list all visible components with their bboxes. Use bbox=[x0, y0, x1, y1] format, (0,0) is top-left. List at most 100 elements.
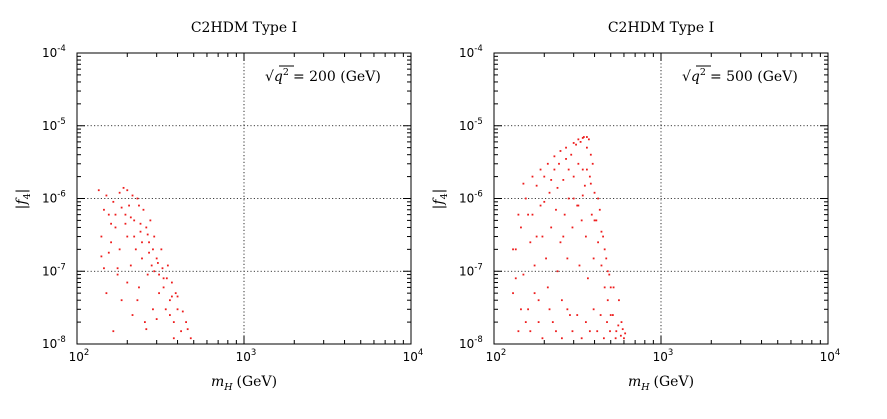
data-point bbox=[185, 321, 187, 323]
data-point bbox=[181, 310, 184, 313]
data-point bbox=[524, 321, 527, 323]
data-point bbox=[148, 241, 150, 244]
data-point bbox=[126, 189, 129, 192]
data-point bbox=[122, 186, 125, 189]
data-point bbox=[156, 262, 159, 264]
data-point bbox=[174, 292, 177, 295]
x-tick-label: 104 bbox=[403, 348, 424, 364]
data-point bbox=[589, 153, 592, 156]
data-point bbox=[555, 330, 557, 333]
data-point bbox=[584, 321, 587, 323]
data-point bbox=[146, 233, 149, 236]
data-point bbox=[595, 219, 598, 222]
data-point bbox=[567, 197, 570, 200]
data-point bbox=[608, 273, 611, 276]
data-point bbox=[529, 241, 532, 244]
data-point bbox=[533, 292, 536, 295]
data-point bbox=[560, 299, 563, 302]
data-point bbox=[586, 136, 588, 138]
data-point bbox=[522, 273, 525, 276]
data-point bbox=[100, 255, 103, 258]
data-point bbox=[514, 277, 517, 280]
data-point bbox=[124, 222, 127, 225]
x-tick-labels: 102 103 104 bbox=[69, 348, 424, 364]
data-point bbox=[537, 321, 540, 323]
data-point bbox=[575, 143, 577, 146]
data-point bbox=[565, 158, 567, 160]
data-point bbox=[577, 138, 580, 141]
data-point bbox=[97, 189, 100, 192]
data-point bbox=[619, 334, 622, 337]
data-point bbox=[527, 308, 529, 311]
data-point bbox=[539, 168, 542, 171]
data-point bbox=[587, 277, 589, 280]
data-point bbox=[587, 138, 590, 141]
data-point bbox=[143, 321, 146, 323]
data-point bbox=[548, 191, 551, 194]
data-point bbox=[105, 292, 108, 295]
data-point bbox=[136, 197, 139, 200]
data-point bbox=[112, 330, 115, 333]
data-point bbox=[139, 230, 142, 233]
data-point bbox=[155, 257, 158, 260]
data-point bbox=[605, 257, 608, 260]
data-point bbox=[131, 314, 134, 316]
data-point bbox=[145, 226, 148, 229]
data-point bbox=[541, 235, 544, 238]
chart-panel-left: C2HDM Type I 10-8 10-7 10-6 10-5 10-4 10… bbox=[14, 20, 423, 393]
data-point bbox=[576, 204, 579, 207]
y-tick-label: 10-4 bbox=[42, 44, 66, 60]
data-point bbox=[539, 204, 542, 207]
data-point bbox=[141, 241, 143, 244]
data-point bbox=[612, 286, 615, 289]
data-point bbox=[176, 295, 179, 298]
data-point bbox=[169, 314, 171, 316]
data-point bbox=[517, 213, 520, 216]
data-point bbox=[588, 330, 591, 333]
data-point bbox=[176, 308, 179, 311]
data-point bbox=[543, 175, 546, 178]
data-point bbox=[514, 248, 517, 251]
data-point bbox=[593, 219, 596, 222]
data-point bbox=[546, 286, 549, 289]
data-point bbox=[615, 330, 618, 333]
data-point bbox=[550, 226, 553, 229]
data-point bbox=[131, 194, 134, 197]
data-point bbox=[609, 330, 611, 333]
data-point bbox=[550, 179, 553, 181]
data-points bbox=[512, 136, 627, 340]
data-point bbox=[128, 204, 130, 207]
data-point bbox=[169, 299, 171, 302]
data-point bbox=[548, 308, 551, 311]
data-point bbox=[180, 330, 182, 333]
y-tick-label: 10-8 bbox=[459, 335, 483, 351]
data-point bbox=[149, 219, 152, 222]
gridlines bbox=[77, 53, 411, 344]
data-point bbox=[110, 222, 112, 225]
data-point bbox=[618, 299, 620, 302]
data-point bbox=[579, 140, 582, 143]
data-point bbox=[603, 286, 606, 289]
data-point bbox=[590, 213, 593, 216]
plot-frame bbox=[76, 52, 412, 345]
data-point bbox=[621, 328, 624, 331]
data-point bbox=[146, 273, 149, 276]
data-point bbox=[129, 216, 132, 219]
data-point bbox=[551, 321, 554, 323]
data-point bbox=[602, 235, 604, 238]
data-point bbox=[114, 213, 117, 216]
data-points bbox=[97, 186, 192, 340]
data-point bbox=[126, 235, 129, 238]
data-point bbox=[512, 248, 514, 251]
data-point bbox=[148, 251, 150, 254]
data-point bbox=[597, 197, 599, 200]
data-point bbox=[153, 270, 156, 273]
data-point bbox=[598, 208, 601, 211]
data-point bbox=[543, 200, 546, 203]
data-point bbox=[606, 270, 609, 273]
y-tick-label: 10-6 bbox=[459, 190, 483, 206]
data-point bbox=[141, 257, 143, 260]
data-point bbox=[592, 308, 595, 311]
data-point bbox=[531, 213, 534, 216]
data-point bbox=[581, 137, 584, 139]
